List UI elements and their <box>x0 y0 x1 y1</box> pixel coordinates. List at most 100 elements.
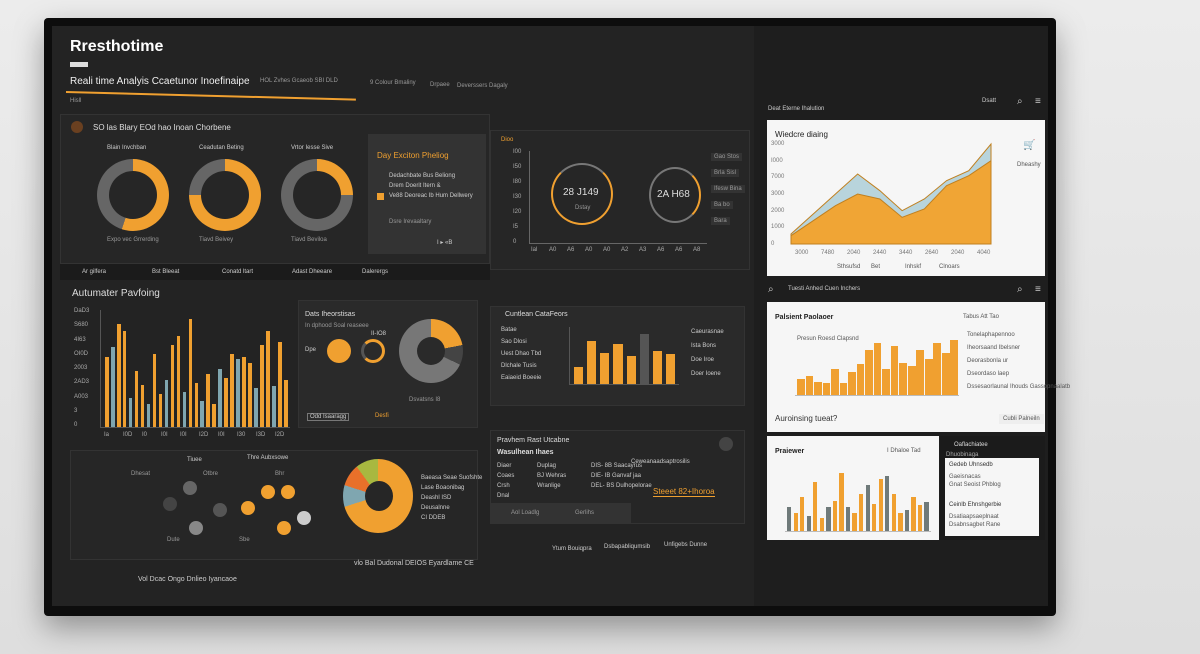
bar <box>272 386 276 427</box>
right-tools[interactable]: Dsatt <box>982 98 997 104</box>
bar <box>128 397 133 427</box>
option-item[interactable]: Dseordaso laep <box>967 371 1010 377</box>
gauge-tab[interactable]: Dioo <box>501 137 514 143</box>
customer-menu-item[interactable]: Eaiaeid Boeeie <box>501 375 542 381</box>
toolbar-item[interactable]: Ar gilfera <box>82 269 107 275</box>
bar-chart-title: Palsient Paolaoer <box>775 314 834 321</box>
option-item[interactable]: Tonelaphapennoo <box>967 332 1015 338</box>
bar <box>916 349 925 395</box>
problem-cell: Wranlige <box>537 483 561 489</box>
option-item[interactable]: Deorasbonla ur <box>967 358 1009 364</box>
footer-link[interactable]: Ytum Bouiqpra <box>552 546 592 552</box>
x-tick-label: I0I <box>161 432 168 438</box>
toolbar-item[interactable]: Conatd ltart <box>222 269 254 275</box>
network-title: Tiuee <box>187 457 202 463</box>
problem-highlight[interactable]: Steeet 82+Ihoroa <box>653 487 715 497</box>
problem-cell: DEL- BS Dulhopelorae <box>591 483 652 489</box>
bar <box>652 350 662 384</box>
filter-group[interactable]: Gedeb Uhnsedb <box>949 462 993 468</box>
reviewer-tools[interactable]: I Dhaloe Tad <box>887 448 921 454</box>
customer-side-item[interactable]: Caeurasnae <box>691 329 724 335</box>
ring-caption: Tiavd Beviloa <box>291 237 327 243</box>
toolbar-item[interactable]: Dalerergs <box>362 269 389 275</box>
day-item[interactable]: Dedachbate Bus Beliong <box>389 173 456 179</box>
bar <box>800 497 805 531</box>
y-tick-label: 2003 <box>74 365 88 371</box>
x-tick-label: A6 <box>567 247 575 253</box>
bar <box>278 341 282 427</box>
filter-line[interactable]: Gaeisnacas <box>949 474 981 480</box>
side-button[interactable]: Gao Stos <box>711 153 743 161</box>
customer-side-item[interactable]: Ista Bons <box>691 343 717 349</box>
rings-title: SO las Blary EOd hao Inoan Chorbene <box>93 123 231 132</box>
customer-menu-item[interactable]: Dlchale Tusis <box>501 363 537 369</box>
x-tick-label: I0I <box>218 432 225 438</box>
y-tick-label: S680 <box>74 322 89 329</box>
filter-line[interactable]: Gnat Seoist Phblog <box>949 482 1001 488</box>
customer-side-item[interactable]: Doer Ioene <box>691 371 721 377</box>
chart-tabs[interactable]: Tabus Att Tao <box>963 314 999 320</box>
search-icon[interactable]: ⌕ <box>768 284 774 295</box>
day-item[interactable]: Ve88 Deoreac Ib Hum Dellwery <box>389 193 473 199</box>
customer-menu-item[interactable]: Sao Dlosi <box>501 339 527 345</box>
footer-item[interactable]: Gerlihs <box>575 510 595 516</box>
header-item[interactable]: Deverssers Dagaly <box>457 83 508 89</box>
donut-chart <box>399 319 463 383</box>
search-icon[interactable]: ⌕ <box>1017 284 1023 295</box>
filter-line[interactable]: Dsatiaapsaeplnaat <box>949 514 999 520</box>
network-node <box>281 485 295 499</box>
header-item[interactable]: HOL Zvhes Gcaeob SBI DLD <box>260 78 338 84</box>
donut-sub: In dphood Soal reaseee <box>305 323 369 329</box>
menu-icon[interactable]: ≡ <box>1035 96 1041 107</box>
customer-side-item[interactable]: Doe Iroe <box>691 357 715 363</box>
side-button[interactable]: Ifesw Bina <box>711 185 745 193</box>
bar <box>212 403 216 427</box>
problem-cell: Dnal <box>497 493 510 499</box>
side-button[interactable]: Brla Sisl <box>711 169 740 177</box>
x-tick-label: A6 <box>675 247 683 253</box>
customer-menu-item[interactable]: Batae <box>501 327 517 333</box>
x-tick-label: I3D <box>256 432 266 438</box>
filter-group[interactable]: Ceinlb Ehnshgerbie <box>949 502 1002 508</box>
side-button[interactable]: Bara <box>711 217 730 225</box>
toolbar-item[interactable]: Adast Dheeare <box>292 269 333 275</box>
y-tick-label: 3000 <box>771 141 785 147</box>
option-item[interactable]: Dssesaorlaunal Ihouds Gassopnaalatb <box>967 384 1071 390</box>
reviewer-panel: Praiewer I Dhaloe Tad <box>767 436 939 540</box>
bar <box>826 506 831 531</box>
ring-caption: Expo vec Grrerding <box>107 237 159 243</box>
header-item[interactable]: Drpaee <box>430 82 450 88</box>
day-footer: Dsre Irevaaltary <box>389 219 432 225</box>
pager[interactable]: I ▸ «B <box>437 240 453 246</box>
action-button[interactable] <box>719 437 733 451</box>
option-item[interactable]: Iheorsaand Ibelsner <box>967 345 1021 351</box>
x-tick-label: I2D <box>275 432 285 438</box>
toolbar-item[interactable]: Bst Bleeat <box>152 269 180 275</box>
footer-link[interactable]: Unfigebs Dunne <box>664 542 708 548</box>
network-node <box>297 511 311 525</box>
network-node <box>183 481 197 495</box>
menu-icon[interactable]: ≡ <box>1035 284 1041 295</box>
footer-link[interactable]: Dsbapabliqumsib <box>604 544 651 550</box>
side-button[interactable]: Ba bo <box>711 201 733 209</box>
cart-icon[interactable]: 🛒 <box>1023 140 1036 151</box>
search-icon[interactable]: ⌕ <box>1017 96 1023 107</box>
filter-line[interactable]: Dsabnsagbet Rane <box>949 522 1001 528</box>
checkbox-icon[interactable] <box>377 193 384 200</box>
y-tick-label: 2000 <box>771 207 785 214</box>
menu-indicator[interactable] <box>70 62 88 67</box>
footer-right: vlo Bal Dudonal DEIOS Eyardlame CE <box>354 560 474 567</box>
bar <box>574 366 584 384</box>
action-button[interactable]: Cubli Palneiln <box>999 414 1044 424</box>
bar <box>885 476 890 531</box>
bar <box>822 383 831 395</box>
legend-item: Inhskf <box>905 264 922 270</box>
header-item[interactable]: 9 Colour Bmaliny <box>370 80 416 86</box>
day-item[interactable]: Drem Doerit Itern & <box>389 183 441 189</box>
customer-menu-item[interactable]: Uest Dhao Tbd <box>501 351 542 357</box>
footer-item[interactable]: Aol Loadlg <box>511 510 540 516</box>
filter-sub: Dhuobinaga <box>946 452 979 458</box>
y-tick-label: I00 <box>513 149 522 155</box>
bar <box>639 333 649 384</box>
bar <box>182 391 187 427</box>
